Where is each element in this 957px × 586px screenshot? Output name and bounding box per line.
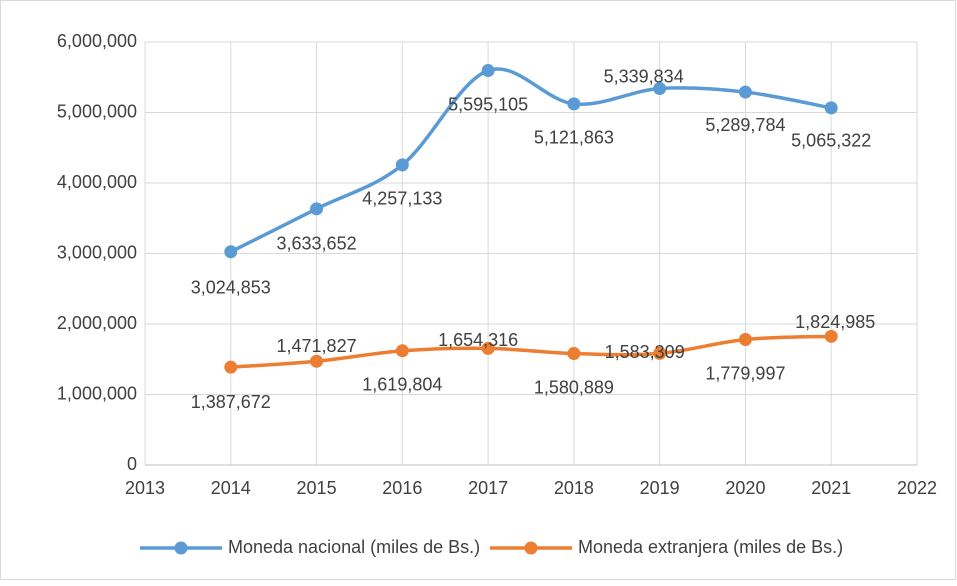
data-point bbox=[310, 202, 324, 216]
legend-label: Moneda nacional (miles de Bs.) bbox=[228, 537, 480, 557]
data-label: 5,121,863 bbox=[534, 128, 614, 148]
data-label: 1,824,985 bbox=[795, 312, 875, 332]
data-label: 1,619,804 bbox=[362, 375, 442, 395]
y-tick-label: 3,000,000 bbox=[57, 242, 137, 262]
data-point bbox=[395, 344, 409, 358]
data-point bbox=[224, 360, 238, 374]
x-tick-label: 2021 bbox=[811, 478, 851, 498]
y-tick-label: 4,000,000 bbox=[57, 172, 137, 192]
data-point bbox=[824, 329, 838, 343]
y-tick-label: 5,000,000 bbox=[57, 101, 137, 121]
x-tick-label: 2019 bbox=[640, 478, 680, 498]
x-tick-label: 2013 bbox=[125, 478, 165, 498]
data-point bbox=[481, 341, 495, 355]
y-tick-label: 0 bbox=[127, 454, 137, 474]
data-label: 5,065,322 bbox=[791, 131, 871, 151]
x-tick-label: 2014 bbox=[211, 478, 251, 498]
series-line bbox=[229, 67, 832, 254]
data-label: 3,024,853 bbox=[191, 277, 271, 297]
data-point bbox=[567, 347, 581, 361]
data-point bbox=[310, 354, 324, 368]
data-point bbox=[653, 346, 667, 360]
data-point bbox=[653, 82, 667, 96]
data-point bbox=[738, 85, 752, 99]
data-point bbox=[224, 245, 238, 259]
data-label: 1,471,827 bbox=[277, 336, 357, 356]
data-label: 1,580,889 bbox=[534, 377, 614, 397]
data-label: 1,654,316 bbox=[438, 330, 518, 350]
legend-marker bbox=[524, 541, 538, 555]
x-tick-label: 2022 bbox=[897, 478, 937, 498]
data-label: 5,595,105 bbox=[448, 94, 528, 114]
data-label: 5,339,834 bbox=[604, 66, 684, 86]
data-label: 1,779,997 bbox=[705, 363, 785, 383]
y-tick-label: 6,000,000 bbox=[57, 31, 137, 51]
legend-label: Moneda extranjera (miles de Bs.) bbox=[578, 537, 843, 557]
data-point bbox=[395, 158, 409, 172]
data-point bbox=[824, 101, 838, 115]
data-label: 4,257,133 bbox=[362, 189, 442, 209]
x-tick-label: 2018 bbox=[554, 478, 594, 498]
y-tick-label: 2,000,000 bbox=[57, 313, 137, 333]
legend-marker bbox=[174, 541, 188, 555]
data-label: 1,387,672 bbox=[191, 392, 271, 412]
data-label: 3,633,652 bbox=[277, 234, 357, 254]
x-tick-label: 2017 bbox=[468, 478, 508, 498]
data-point bbox=[481, 64, 495, 78]
data-label: 5,289,784 bbox=[705, 115, 785, 135]
data-point bbox=[738, 333, 752, 347]
x-tick-label: 2015 bbox=[297, 478, 337, 498]
x-tick-label: 2016 bbox=[382, 478, 422, 498]
series-line bbox=[230, 334, 832, 369]
data-point bbox=[567, 97, 581, 111]
data-label: 1,583,309 bbox=[605, 342, 685, 362]
x-tick-label: 2020 bbox=[725, 478, 765, 498]
y-tick-label: 1,000,000 bbox=[57, 383, 137, 403]
